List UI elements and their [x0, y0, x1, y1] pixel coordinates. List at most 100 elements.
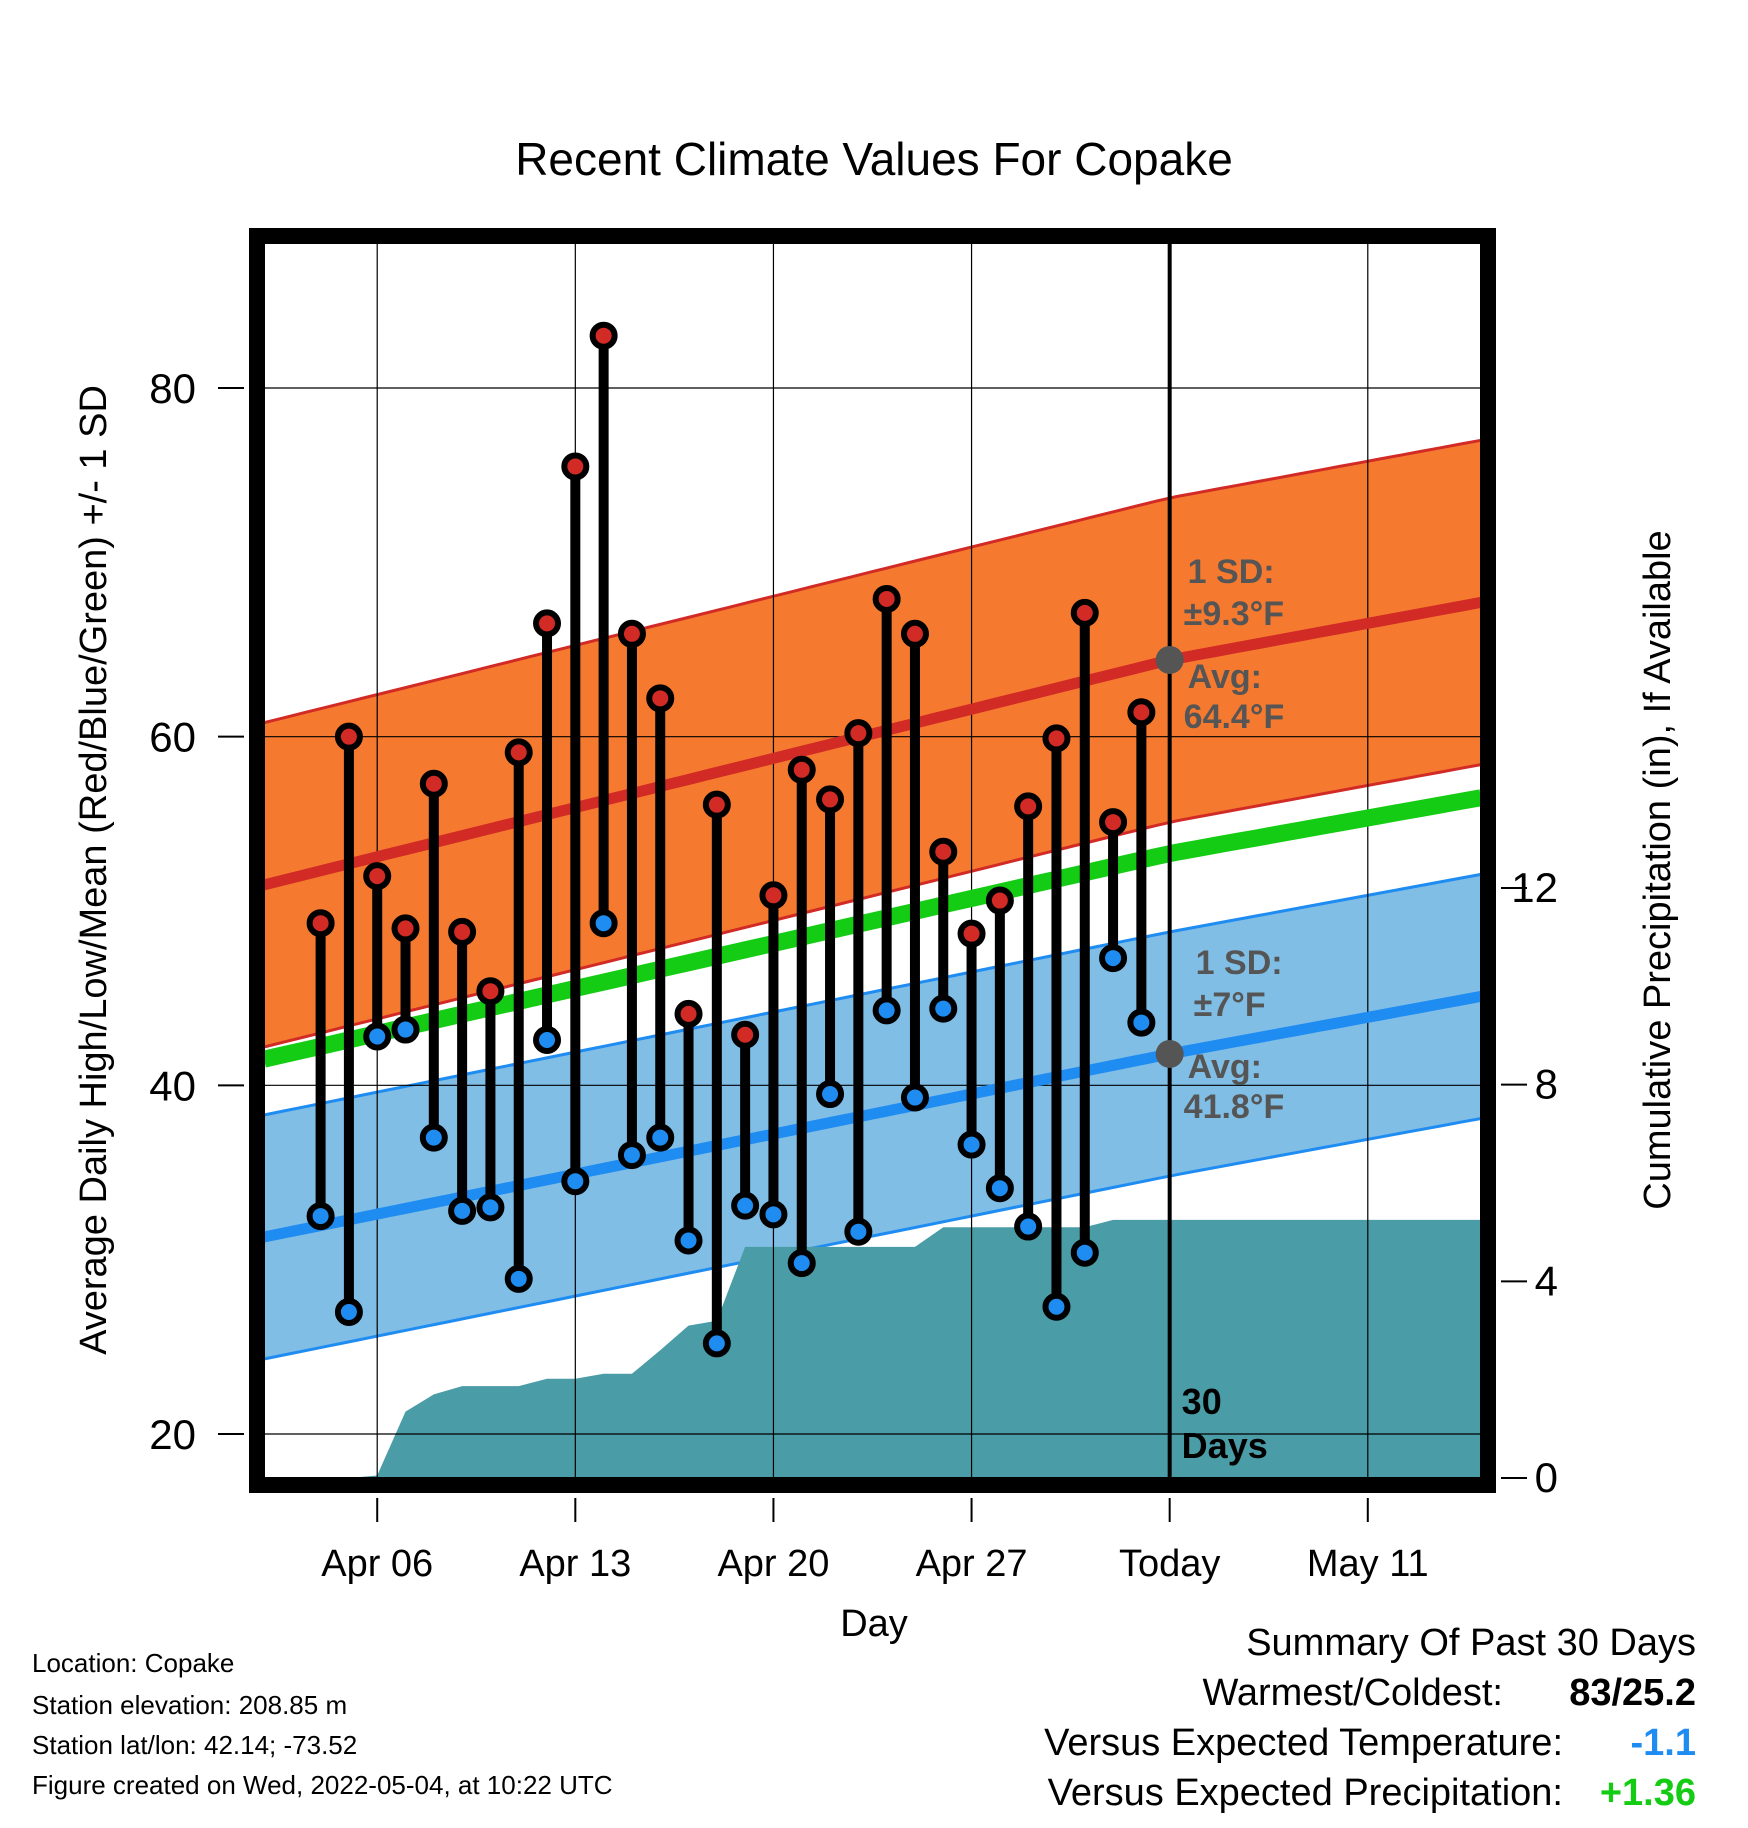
- daily-low-point: [731, 1191, 760, 1220]
- chart-title: Recent Climate Values For Copake: [515, 133, 1233, 185]
- daily-high-point: [533, 609, 562, 638]
- y2-tick-label: 8: [1535, 1061, 1558, 1108]
- daily-high-point: [900, 619, 929, 648]
- daily-low-point: [334, 1297, 363, 1326]
- temp-label: Versus Expected Temperature:: [1044, 1722, 1563, 1764]
- daily-low-point: [1014, 1212, 1043, 1241]
- y-tick-label: 20: [149, 1411, 196, 1458]
- daily-high-point: [674, 999, 703, 1028]
- daily-high-point: [1042, 724, 1071, 753]
- daily-low-point: [476, 1193, 505, 1222]
- y-tick-label: 60: [149, 714, 196, 761]
- x-axis-label: Day: [840, 1603, 908, 1645]
- daily-low-point: [589, 909, 618, 938]
- daily-low-point: [985, 1174, 1014, 1203]
- daily-high-point: [731, 1020, 760, 1049]
- x-tick-label: Apr 13: [519, 1543, 631, 1585]
- latlon-text: Station lat/lon: 42.14; -73.52: [32, 1730, 358, 1760]
- daily-high-point: [617, 619, 646, 648]
- daily-low-point: [363, 1022, 392, 1051]
- daily-low-point: [929, 994, 958, 1023]
- warmest-label: Warmest/Coldest:: [1202, 1672, 1503, 1714]
- temp-value: -1.1: [1630, 1722, 1696, 1764]
- daily-low-point: [448, 1196, 477, 1225]
- daily-high-point: [702, 790, 731, 819]
- high-sd-band: [264, 440, 1481, 1047]
- x-tick-label: Apr 06: [321, 1543, 433, 1585]
- daily-low-point: [419, 1123, 448, 1152]
- y2-tick-label: 4: [1535, 1257, 1558, 1304]
- daily-low-point: [844, 1217, 873, 1246]
- low-avg-marker: [1155, 1039, 1184, 1068]
- created-text: Figure created on Wed, 2022-05-04, at 10…: [32, 1770, 613, 1800]
- high-avg-value: 64.4°F: [1184, 698, 1285, 736]
- daily-low-point: [1042, 1292, 1071, 1321]
- location-text: Location: Copake: [32, 1648, 235, 1678]
- daily-low-point: [1127, 1008, 1156, 1037]
- daily-high-point: [561, 452, 590, 481]
- daily-high-point: [816, 785, 845, 814]
- elevation-text: Station elevation: 208.85 m: [32, 1690, 348, 1720]
- normal-high-line: [262, 596, 1483, 891]
- summary-heading: Summary Of Past 30 Days: [1246, 1622, 1696, 1664]
- daily-high-point: [476, 977, 505, 1006]
- daily-high-point: [419, 769, 448, 798]
- daily-low-point: [702, 1329, 731, 1358]
- daily-high-point: [1127, 698, 1156, 727]
- daily-low-point: [957, 1130, 986, 1159]
- y-axis-label-left: Average Daily High/Low/Mean (Red/Blue/Gr…: [73, 385, 115, 1355]
- y2-tick-label: 12: [1511, 864, 1558, 911]
- daily-high-point: [363, 862, 392, 891]
- daily-low-point: [787, 1249, 816, 1278]
- x-tick-label: Today: [1119, 1543, 1220, 1585]
- warmest-value: 83/25.2: [1569, 1672, 1696, 1714]
- high-sd-band-upper-edge: [263, 438, 1482, 725]
- daily-high-point: [334, 722, 363, 751]
- daily-high-point: [985, 886, 1014, 915]
- precipitation-area: [264, 1219, 1481, 1478]
- x-tick-label: Apr 20: [717, 1543, 829, 1585]
- low-sd-band-lower-edge: [263, 1117, 1482, 1361]
- daily-low-point: [872, 996, 901, 1025]
- daily-low-point: [674, 1226, 703, 1255]
- daily-high-point: [787, 755, 816, 784]
- window-days-label: 30: [1182, 1381, 1222, 1422]
- daily-high-point: [1070, 598, 1099, 627]
- daily-low-point: [391, 1015, 420, 1044]
- precip-value: +1.36: [1599, 1772, 1696, 1814]
- high-sd-label: 1 SD:: [1188, 553, 1275, 591]
- daily-high-point: [391, 914, 420, 943]
- daily-low-point: [504, 1264, 533, 1293]
- x-tick-label: Apr 27: [916, 1543, 1028, 1585]
- x-tick-label: May 11: [1307, 1543, 1429, 1585]
- daily-high-point: [448, 917, 477, 946]
- y2-tick-label: 0: [1535, 1454, 1558, 1501]
- daily-high-point: [929, 837, 958, 866]
- daily-high-point: [759, 881, 788, 910]
- daily-high-point: [306, 909, 335, 938]
- daily-low-point: [759, 1200, 788, 1229]
- daily-high-point: [589, 321, 618, 350]
- precip-label: Versus Expected Precipitation:: [1047, 1772, 1563, 1814]
- plot-frame: [249, 228, 1496, 1493]
- high-avg-label: Avg:: [1188, 658, 1262, 696]
- daily-high-point: [844, 719, 873, 748]
- daily-low-point: [306, 1202, 335, 1231]
- y-tick-label: 40: [149, 1062, 196, 1109]
- y-axis-label-right: Cumulative Precipitation (in), If Availa…: [1637, 530, 1679, 1209]
- daily-low-point: [533, 1026, 562, 1055]
- daily-high-point: [1014, 792, 1043, 821]
- low-avg-label: Avg:: [1188, 1048, 1262, 1086]
- daily-low-point: [646, 1123, 675, 1152]
- high-avg-marker: [1155, 645, 1184, 674]
- low-sd-value: ±7°F: [1194, 986, 1266, 1024]
- daily-low-point: [617, 1141, 646, 1170]
- daily-high-point: [504, 738, 533, 767]
- daily-low-point: [1099, 944, 1128, 973]
- daily-high-point: [646, 684, 675, 713]
- window-days-label: Days: [1182, 1425, 1268, 1466]
- y-tick-label: 80: [149, 365, 196, 412]
- high-sd-value: ±9.3°F: [1184, 595, 1284, 633]
- daily-high-point: [957, 919, 986, 948]
